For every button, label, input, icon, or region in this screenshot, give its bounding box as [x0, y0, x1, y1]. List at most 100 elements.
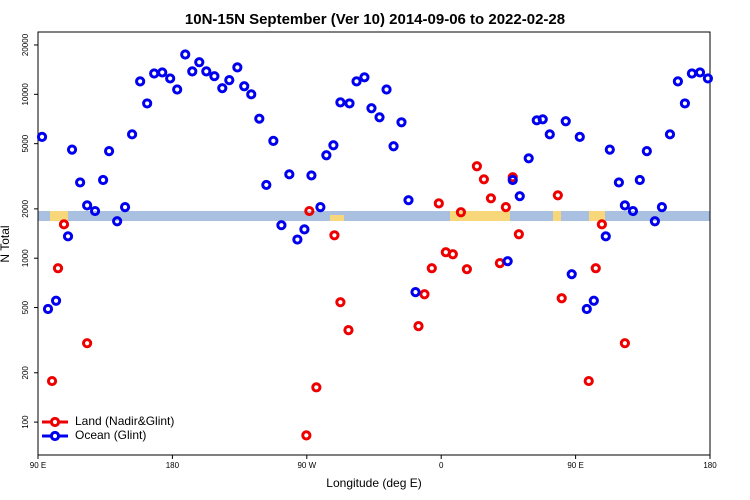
point	[590, 263, 601, 274]
point	[343, 325, 354, 336]
point	[560, 116, 571, 127]
point	[351, 76, 362, 87]
point	[329, 230, 340, 241]
point	[299, 224, 310, 235]
legend-marker	[49, 416, 61, 428]
y-tick-label: 10000	[21, 83, 30, 106]
point	[224, 75, 235, 86]
point	[142, 98, 153, 109]
point	[187, 66, 198, 77]
x-tick-label: 0	[439, 461, 444, 470]
point	[523, 153, 534, 164]
point	[581, 303, 592, 315]
point	[478, 174, 490, 185]
point	[172, 84, 183, 95]
point	[276, 220, 287, 231]
point	[672, 76, 683, 87]
point	[62, 231, 74, 242]
point	[600, 231, 611, 242]
point	[686, 68, 698, 79]
point	[485, 193, 497, 204]
map-strip	[38, 211, 710, 221]
point	[461, 264, 472, 275]
point	[58, 219, 70, 230]
land-strip	[330, 215, 344, 221]
point	[679, 98, 691, 109]
point	[494, 258, 505, 269]
y-axis-label: N Total	[0, 225, 12, 262]
point	[315, 202, 326, 213]
point	[201, 66, 212, 77]
point	[306, 170, 317, 181]
point	[619, 200, 630, 211]
point	[304, 205, 315, 217]
point	[328, 140, 339, 151]
legend-label: Ocean (Glint)	[75, 428, 146, 442]
point	[42, 303, 54, 315]
point	[217, 83, 228, 94]
point	[619, 338, 630, 349]
legend-label: Land (Nadir&Glint)	[75, 414, 174, 428]
point	[471, 161, 482, 172]
point	[574, 131, 585, 142]
legend-marker	[49, 430, 61, 442]
point	[239, 81, 250, 92]
point	[292, 234, 303, 245]
point	[410, 287, 421, 298]
point	[514, 191, 525, 202]
point	[556, 293, 567, 304]
point	[634, 174, 645, 186]
point	[335, 297, 346, 308]
y-tick-label: 20000	[21, 33, 30, 56]
land-strip	[589, 211, 605, 221]
land-strip	[450, 211, 510, 221]
point	[566, 269, 577, 280]
point	[613, 177, 625, 188]
x-tick-label: 90 E	[30, 461, 46, 470]
point	[455, 207, 467, 218]
land-strip	[50, 211, 68, 221]
point	[359, 72, 370, 83]
point	[335, 97, 346, 108]
point	[419, 289, 430, 300]
point	[119, 202, 131, 213]
point	[232, 62, 243, 73]
plot-frame	[37, 31, 711, 456]
point	[194, 57, 205, 68]
point	[649, 216, 660, 227]
point	[254, 113, 265, 124]
point	[46, 375, 58, 387]
x-tick-label: 90 W	[297, 461, 316, 470]
point	[656, 202, 668, 213]
point	[552, 190, 563, 201]
point	[583, 375, 594, 387]
point	[366, 103, 377, 114]
point	[149, 68, 160, 79]
y-tick-label: 100	[21, 415, 30, 429]
point	[388, 141, 399, 152]
point	[261, 179, 272, 191]
point	[396, 117, 407, 128]
chart-title: 10N-15N September (Ver 10) 2014-09-06 to…	[185, 11, 565, 28]
point	[268, 135, 279, 146]
x-tick-label: 90 E	[567, 461, 583, 470]
point	[513, 229, 524, 240]
point	[98, 174, 109, 186]
point	[381, 84, 392, 95]
point	[537, 114, 548, 125]
point	[311, 382, 322, 393]
point	[50, 295, 62, 306]
point	[447, 249, 458, 260]
point	[627, 205, 639, 217]
y-tick-label: 200	[21, 366, 30, 380]
y-tick-label: 2000	[21, 199, 30, 217]
x-tick-label: 180	[703, 461, 717, 470]
y-tick-label: 500	[21, 300, 30, 314]
x-axis-label: Longitude (deg E)	[326, 476, 421, 490]
point	[180, 49, 191, 60]
point	[82, 338, 93, 349]
point	[544, 129, 555, 140]
ocean-strip	[38, 211, 710, 221]
point	[301, 430, 312, 441]
